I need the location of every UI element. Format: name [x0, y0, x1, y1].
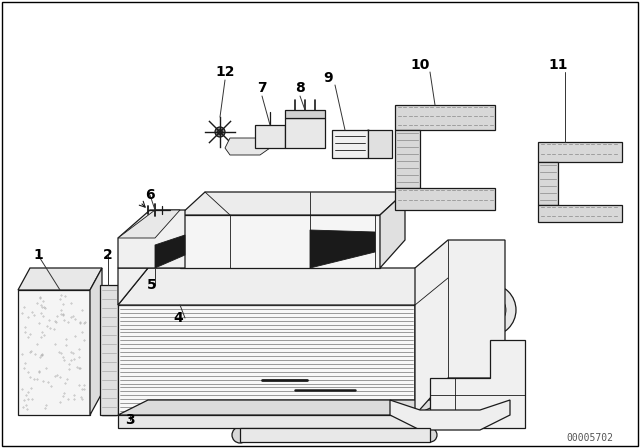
Polygon shape [240, 428, 430, 442]
Polygon shape [390, 400, 510, 430]
Text: 1: 1 [33, 248, 43, 262]
Polygon shape [380, 192, 405, 268]
Polygon shape [90, 268, 102, 415]
Ellipse shape [43, 366, 61, 384]
Polygon shape [395, 130, 420, 188]
Polygon shape [225, 138, 270, 155]
Ellipse shape [47, 370, 56, 379]
Text: 6: 6 [145, 188, 155, 202]
Text: 7: 7 [257, 81, 267, 95]
Ellipse shape [218, 129, 223, 134]
Polygon shape [415, 268, 448, 415]
Polygon shape [155, 235, 185, 268]
Polygon shape [368, 130, 392, 158]
Polygon shape [332, 130, 368, 158]
Polygon shape [118, 305, 415, 415]
Text: 9: 9 [323, 71, 333, 85]
Polygon shape [415, 240, 505, 415]
Polygon shape [118, 400, 448, 415]
Text: 5: 5 [147, 278, 157, 292]
Ellipse shape [351, 383, 365, 397]
Polygon shape [538, 205, 622, 222]
Polygon shape [538, 142, 622, 162]
Polygon shape [118, 268, 148, 305]
Text: 10: 10 [410, 58, 429, 72]
Polygon shape [118, 415, 415, 428]
Ellipse shape [283, 373, 297, 387]
Polygon shape [100, 285, 118, 415]
Ellipse shape [483, 303, 497, 317]
Polygon shape [395, 105, 495, 130]
Ellipse shape [43, 321, 61, 339]
Ellipse shape [382, 424, 398, 440]
Polygon shape [18, 290, 90, 415]
Polygon shape [118, 210, 185, 268]
Polygon shape [18, 268, 102, 290]
Polygon shape [285, 118, 325, 148]
Text: 12: 12 [215, 65, 235, 79]
Ellipse shape [464, 284, 516, 336]
Polygon shape [310, 230, 375, 268]
Text: 4: 4 [173, 311, 183, 325]
Text: 8: 8 [295, 81, 305, 95]
Polygon shape [395, 188, 495, 210]
Ellipse shape [232, 427, 248, 443]
Polygon shape [180, 215, 380, 268]
Polygon shape [430, 340, 525, 428]
Text: 2: 2 [103, 248, 113, 262]
Polygon shape [538, 162, 558, 205]
Polygon shape [180, 192, 405, 215]
Polygon shape [118, 210, 180, 238]
Ellipse shape [47, 326, 56, 335]
Polygon shape [285, 110, 325, 118]
Text: 3: 3 [125, 413, 135, 427]
Ellipse shape [474, 294, 506, 326]
Text: 00005702: 00005702 [566, 433, 614, 443]
Polygon shape [118, 268, 448, 305]
Ellipse shape [254, 372, 270, 388]
Polygon shape [255, 125, 285, 148]
Ellipse shape [215, 127, 225, 137]
Ellipse shape [423, 428, 437, 442]
Text: 11: 11 [548, 58, 568, 72]
